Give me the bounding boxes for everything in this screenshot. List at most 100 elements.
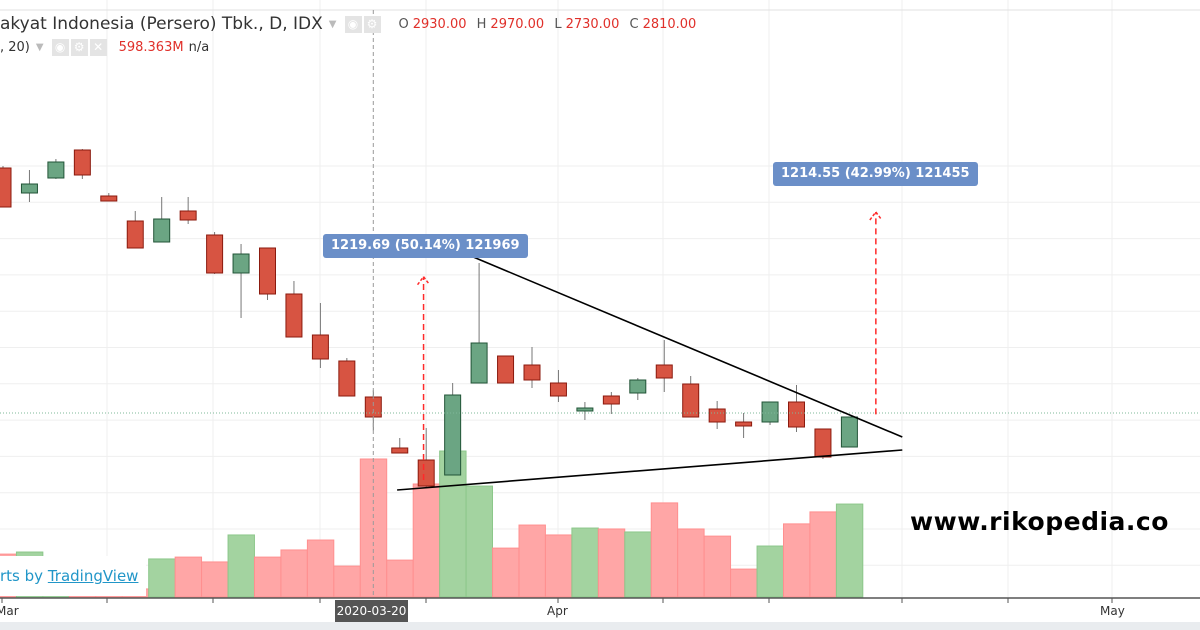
trendline xyxy=(397,449,903,491)
tradingview-attribution: rts by TradingView xyxy=(0,556,146,596)
eye-icon[interactable]: ◉ xyxy=(344,15,362,33)
chevron-down-icon[interactable]: ▼ xyxy=(35,42,44,53)
volume-ma-value: n/a xyxy=(188,40,210,55)
volume-legend: , 20) ▼ ◉ ⚙ ✕ 598.363M n/a xyxy=(0,39,209,56)
eye-icon[interactable]: ◉ xyxy=(51,39,69,56)
candle-body xyxy=(788,401,805,428)
close-icon[interactable]: ✕ xyxy=(89,39,107,56)
volume-bar xyxy=(465,485,494,598)
volume-bar xyxy=(306,539,335,598)
measure-label[interactable]: 1214.55 (42.99%) 121455 xyxy=(773,162,978,186)
volume-bar xyxy=(783,523,811,598)
arrow-up-icon xyxy=(416,275,431,286)
axis-label-mar: Mar xyxy=(0,604,19,618)
volume-bar xyxy=(597,528,626,598)
measure-label[interactable]: 1219.69 (50.14%) 121969 xyxy=(323,234,528,258)
close-value: 2810.00 xyxy=(642,16,697,32)
candle-body xyxy=(682,383,700,418)
gear-icon[interactable]: ⚙ xyxy=(70,39,88,56)
axis-label-may: May xyxy=(1100,604,1125,618)
candle-body xyxy=(100,195,118,202)
tradingview-link[interactable]: TradingView xyxy=(47,567,139,585)
symbol-legend: akyat Indonesia (Persero) Tbk., D, IDX ▼… xyxy=(0,14,696,34)
candle-body xyxy=(0,167,12,208)
candle-body xyxy=(73,149,91,176)
volume-bar xyxy=(677,528,705,598)
candle-body xyxy=(311,334,329,360)
drawings xyxy=(0,10,1200,597)
site-watermark: www.rikopedia.co xyxy=(910,507,1169,536)
candle-body xyxy=(761,401,779,423)
candle-body xyxy=(391,447,409,454)
ohlc-values: O 2930.00 H 2970.00 L 2730.00 C 2810.00 xyxy=(393,17,697,32)
volume-bar xyxy=(571,527,599,598)
candle-body xyxy=(814,428,832,458)
volume-value: 598.363M xyxy=(118,40,184,55)
open-label: O xyxy=(398,16,409,32)
candle-body xyxy=(602,395,620,405)
candle-body xyxy=(153,218,171,243)
candles xyxy=(0,149,858,488)
axis-label-apr: Apr xyxy=(547,604,568,618)
volume-bar xyxy=(730,568,758,598)
volume-bar xyxy=(650,502,679,598)
volume-bar xyxy=(386,559,414,598)
volume-bar xyxy=(809,511,837,598)
candle-body xyxy=(179,210,197,221)
candle-body xyxy=(232,253,250,274)
volume-params[interactable]: , 20) xyxy=(0,40,30,55)
candle-body xyxy=(417,459,435,487)
chevron-down-icon[interactable]: ▼ xyxy=(328,18,337,30)
candle-body xyxy=(206,234,224,274)
volume-bar xyxy=(544,534,573,598)
volume-bar xyxy=(333,565,361,598)
candle-body xyxy=(364,396,382,418)
candle-body xyxy=(576,407,594,412)
status-bar xyxy=(0,622,1200,630)
symbol-title[interactable]: akyat Indonesia (Persero) Tbk., D, IDX xyxy=(0,14,323,34)
candle-body xyxy=(338,360,356,397)
volume-bar xyxy=(227,534,255,598)
attribution-prefix: rts by xyxy=(0,567,48,585)
gear-icon[interactable]: ⚙ xyxy=(363,15,381,33)
candle-body xyxy=(523,364,541,381)
volume-bar xyxy=(756,545,784,598)
candle-body xyxy=(708,408,726,423)
volume-bar xyxy=(280,549,308,598)
volume-bars xyxy=(0,450,864,598)
open-value: 2930.00 xyxy=(412,16,467,32)
candle-body xyxy=(655,364,673,379)
low-label: L xyxy=(554,16,562,32)
high-value: 2970.00 xyxy=(490,16,545,32)
high-label: H xyxy=(476,16,487,32)
volume-bar xyxy=(492,547,520,598)
low-value: 2730.00 xyxy=(565,16,620,32)
candle-body xyxy=(840,416,858,448)
close-label: C xyxy=(629,16,639,32)
volume-bar xyxy=(835,503,864,598)
volume-bar xyxy=(518,524,546,598)
candle-body xyxy=(20,183,38,194)
trendline xyxy=(468,254,903,438)
candle-body xyxy=(126,220,144,249)
volume-bar xyxy=(174,556,203,598)
candle-body xyxy=(285,293,303,338)
candle-body xyxy=(497,355,515,384)
candle-body xyxy=(259,247,276,295)
candle-body xyxy=(629,379,647,394)
crosshair-date-label: 2020-03-20 xyxy=(335,600,408,622)
volume-bar xyxy=(412,483,441,598)
candle-body xyxy=(47,161,65,179)
volume-bar xyxy=(254,556,282,598)
candle-body xyxy=(444,394,462,476)
volume-bar xyxy=(201,561,229,598)
candle-body xyxy=(470,342,488,384)
volume-bar xyxy=(148,558,176,598)
arrow-up-icon xyxy=(869,210,883,221)
volume-bar xyxy=(439,450,467,598)
volume-bar xyxy=(624,531,652,598)
volume-bar xyxy=(703,535,732,598)
time-axis xyxy=(0,597,1200,603)
candle-body xyxy=(735,421,753,427)
